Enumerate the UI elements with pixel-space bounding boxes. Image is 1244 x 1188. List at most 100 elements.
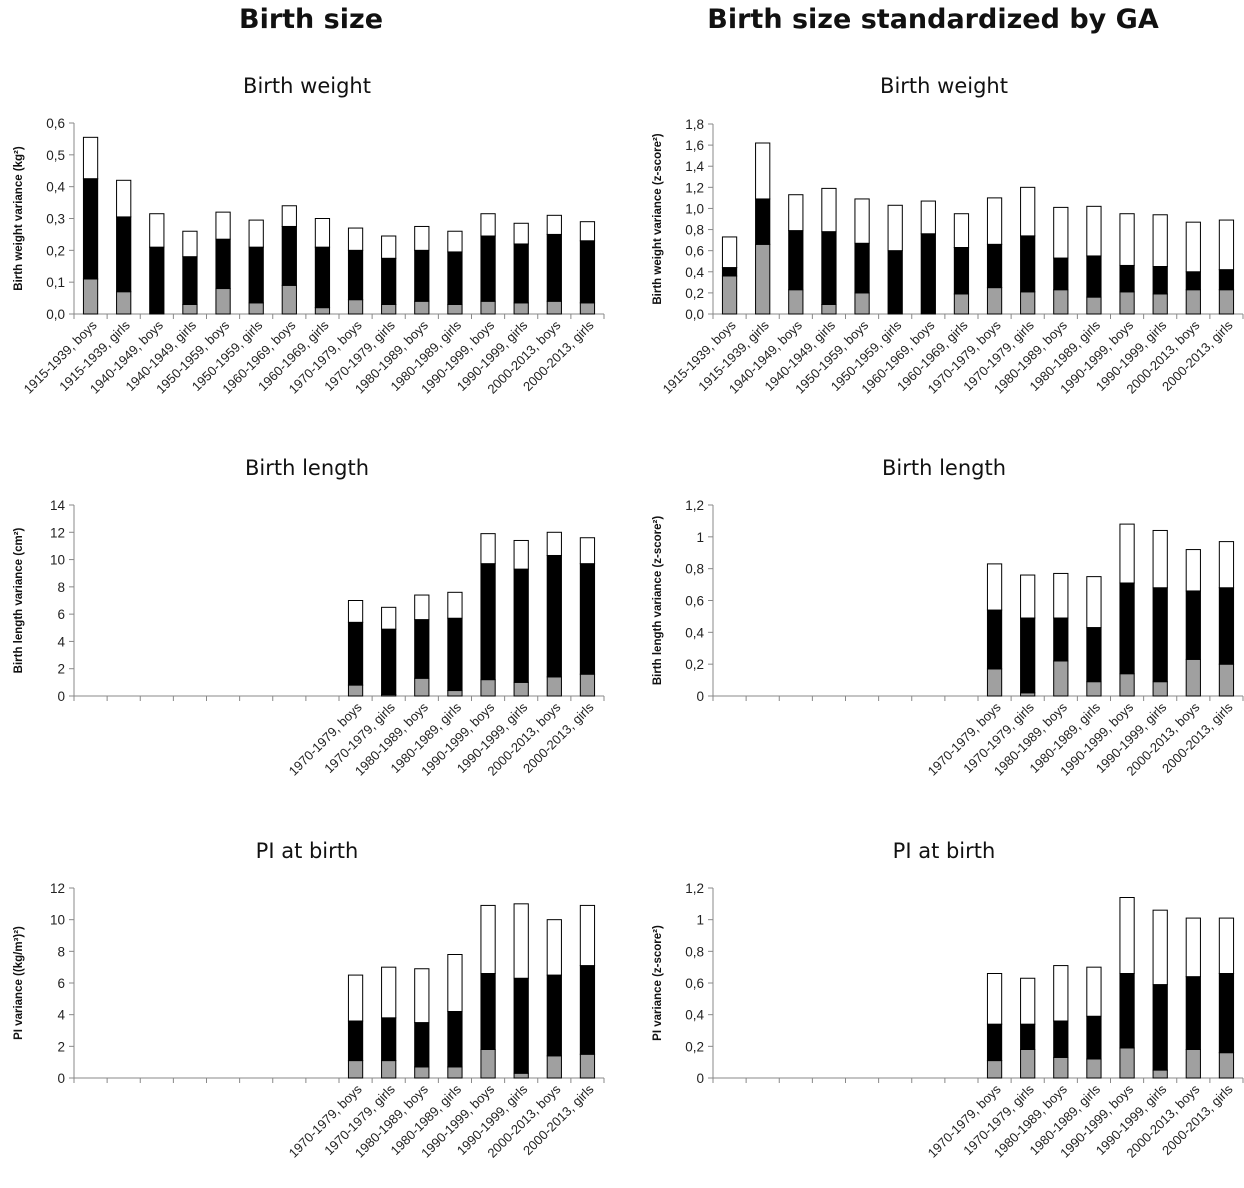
bar-segment: [1185, 976, 1201, 1051]
bar-segment: [1152, 529, 1168, 589]
bar-segment: [1152, 681, 1168, 697]
bar-segment: [1086, 627, 1102, 683]
y-tick-label: 1,2: [685, 498, 704, 513]
bar-segment: [414, 968, 430, 1024]
bar-segment: [1185, 289, 1201, 315]
bar-segment: [513, 243, 529, 304]
y-tick-label: 0,0: [685, 307, 704, 322]
bar-segment: [579, 537, 596, 565]
bar-segment: [579, 965, 596, 1055]
bar-segment: [480, 679, 496, 697]
bar-segment: [281, 284, 297, 315]
bar-segment: [347, 974, 364, 1022]
y-tick-label: 0: [696, 1071, 704, 1086]
bar-segment: [447, 1066, 463, 1079]
bar-segment: [480, 1049, 496, 1079]
bar-segment: [755, 198, 771, 245]
bar-segment: [1086, 681, 1102, 697]
bar-segment: [447, 690, 463, 697]
y-tick-label: 8: [57, 580, 65, 595]
chart-title: PI at birth: [256, 839, 359, 863]
bar-segment: [1218, 917, 1235, 974]
bar-segment: [546, 919, 562, 976]
bar-segment: [281, 225, 297, 286]
bar-segment: [447, 230, 463, 253]
bar-segment: [347, 621, 364, 686]
chart-panel-2: Birth length Birth length variance (cm²) 0…: [13, 456, 605, 779]
bar-segment: [579, 904, 596, 967]
bar-segment: [347, 684, 364, 697]
bar-segment: [347, 299, 364, 315]
chart-title: Birth weight: [880, 74, 1008, 98]
bar-segment: [920, 200, 936, 235]
bar-segment: [381, 1017, 397, 1062]
bar-segment: [986, 973, 1003, 1025]
y-tick-label: 1: [696, 530, 704, 545]
bar-segment: [1152, 909, 1168, 986]
chart-title: Birth length: [882, 456, 1006, 480]
y-tick-label: 0,6: [685, 244, 704, 259]
bar-segment: [1152, 214, 1168, 267]
bar-segment: [314, 218, 331, 248]
bar-segment: [513, 539, 529, 570]
y-tick-label: 1,2: [685, 881, 704, 896]
bar-segment: [480, 973, 496, 1050]
y-axis-label: PI variance (z-score²): [652, 925, 664, 1041]
bar-segment: [1119, 973, 1135, 1049]
bar-segment: [1086, 1058, 1102, 1079]
y-tick-label: 0,1: [46, 275, 65, 290]
bar-segment: [1185, 658, 1201, 697]
bar-segment: [1218, 541, 1235, 589]
bar-segment: [1086, 205, 1102, 257]
bar-segment: [953, 293, 970, 315]
bar-segment: [1185, 549, 1201, 592]
bar-segment: [381, 303, 397, 315]
chart-title: Birth weight: [243, 74, 371, 98]
y-tick-label: 1: [696, 913, 704, 928]
bar-segment: [513, 977, 529, 1074]
bar-segment: [513, 222, 529, 245]
bar-segment: [755, 243, 771, 315]
y-axis-label: Birth weight variance (kg²): [13, 146, 25, 291]
bar-segment: [1218, 269, 1235, 291]
y-tick-label: 0,4: [685, 1008, 704, 1023]
y-tick-label: 0,4: [46, 180, 65, 195]
bar-segment: [1185, 221, 1201, 273]
bar-segment: [149, 246, 165, 315]
column-title-birth-size-ga: Birth size standardized by GA: [707, 4, 1159, 35]
bar-segment: [1020, 235, 1036, 293]
bar-segment: [854, 198, 870, 244]
y-tick-label: 4: [57, 1008, 65, 1023]
bar-segment: [314, 246, 331, 309]
y-tick-label: 0,6: [685, 594, 704, 609]
bar-segment: [953, 247, 970, 295]
y-axis-label: Birth weight variance (z-score²): [652, 133, 664, 304]
bar-segment: [281, 205, 297, 227]
chart-panel-3: Birth length Birth length variance (z-sco…: [652, 456, 1244, 779]
bar-segment: [1152, 587, 1168, 683]
bar-segment: [480, 904, 496, 975]
bar-segment: [1119, 1047, 1135, 1079]
bar-segment: [1185, 917, 1201, 978]
bar-segment: [116, 216, 132, 293]
bar-segment: [447, 1011, 463, 1068]
bar-segment: [854, 292, 870, 315]
y-tick-label: 0,2: [46, 243, 65, 258]
bar-segment: [1053, 257, 1069, 291]
bar-segment: [347, 1020, 364, 1062]
y-tick-label: 6: [57, 607, 65, 622]
bar-segment: [1152, 293, 1168, 315]
bar-segment: [1185, 271, 1201, 291]
bar-segment: [986, 287, 1003, 315]
bar-segment: [1053, 1020, 1069, 1058]
y-tick-label: 0,2: [685, 657, 704, 672]
bar-segment: [347, 600, 364, 623]
bar-segment: [1053, 206, 1069, 259]
bar-segment: [986, 1060, 1003, 1079]
bar-segment: [513, 568, 529, 683]
bar-segment: [546, 300, 562, 315]
y-tick-label: 0,4: [685, 625, 704, 640]
bar-segment: [1218, 663, 1235, 697]
bar-segment: [546, 214, 562, 235]
bar-segment: [182, 230, 198, 258]
